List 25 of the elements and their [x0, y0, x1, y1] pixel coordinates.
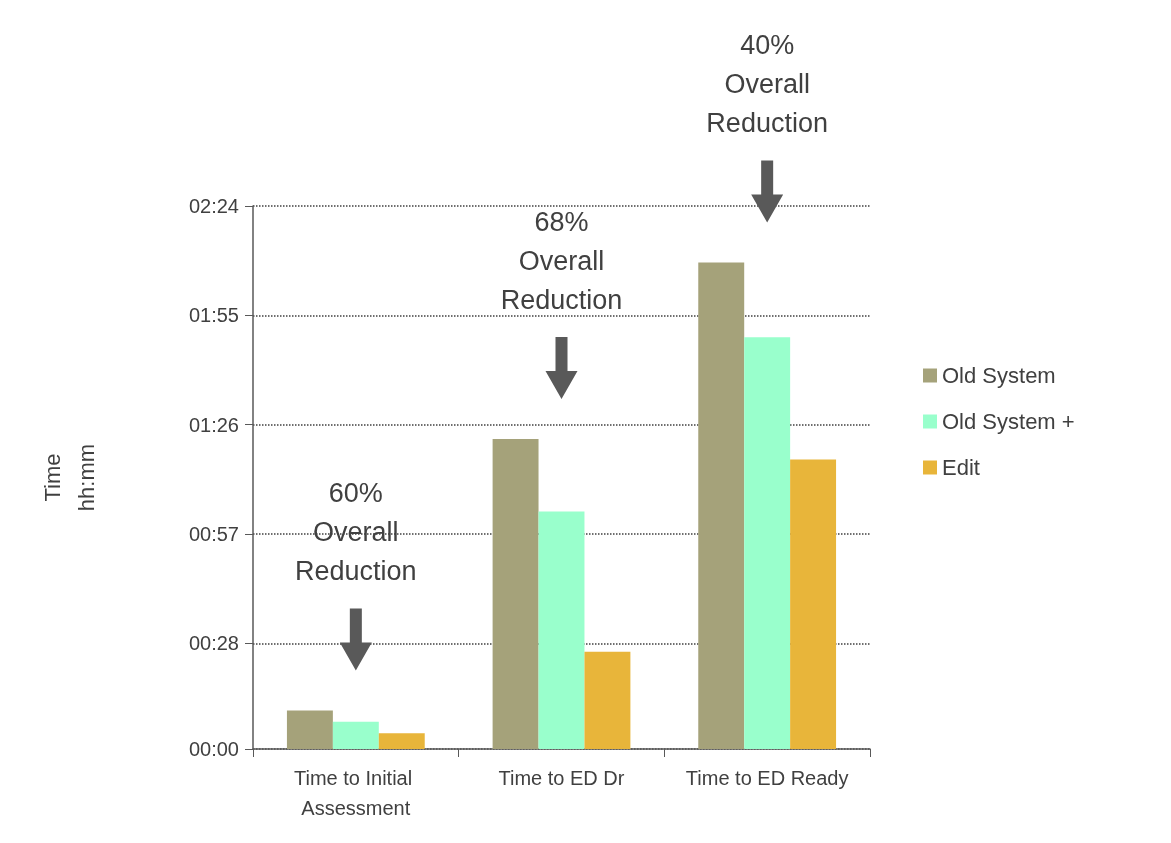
y-tick-label: 00:57: [188, 523, 239, 546]
bar: [378, 733, 425, 749]
bar: [492, 439, 539, 749]
x-tick-label: Time to ED Ready: [685, 767, 849, 789]
text: 40% Overall Reduction: [706, 30, 828, 139]
bar: [698, 262, 745, 749]
bar: [744, 337, 791, 749]
bar: [584, 651, 631, 749]
y-tick-label: 02:24: [188, 195, 239, 217]
legend-label: Old System +: [942, 409, 1075, 434]
legend-label: Edit: [942, 455, 980, 480]
x-tick-label: Time to Initial Assessment: [293, 767, 418, 819]
y-tick-label: 00:00: [188, 738, 239, 760]
x-tick-label: Time to ED Dr: [498, 767, 625, 789]
y-tick-label: 00:28: [188, 632, 239, 655]
annotation: 68% Overall Reduction: [500, 206, 623, 315]
y-tick-label: 01:55: [188, 304, 239, 327]
bar: [332, 721, 379, 749]
bar: [790, 459, 837, 749]
legend-label: Old System: [942, 363, 1056, 388]
y-axis-title: Time hh:mm: [39, 443, 99, 512]
bar: [538, 511, 585, 749]
bar: [286, 710, 333, 749]
y-tick-label: 01:26: [188, 413, 239, 436]
annotation: 60% Overall Reduction: [295, 478, 417, 587]
